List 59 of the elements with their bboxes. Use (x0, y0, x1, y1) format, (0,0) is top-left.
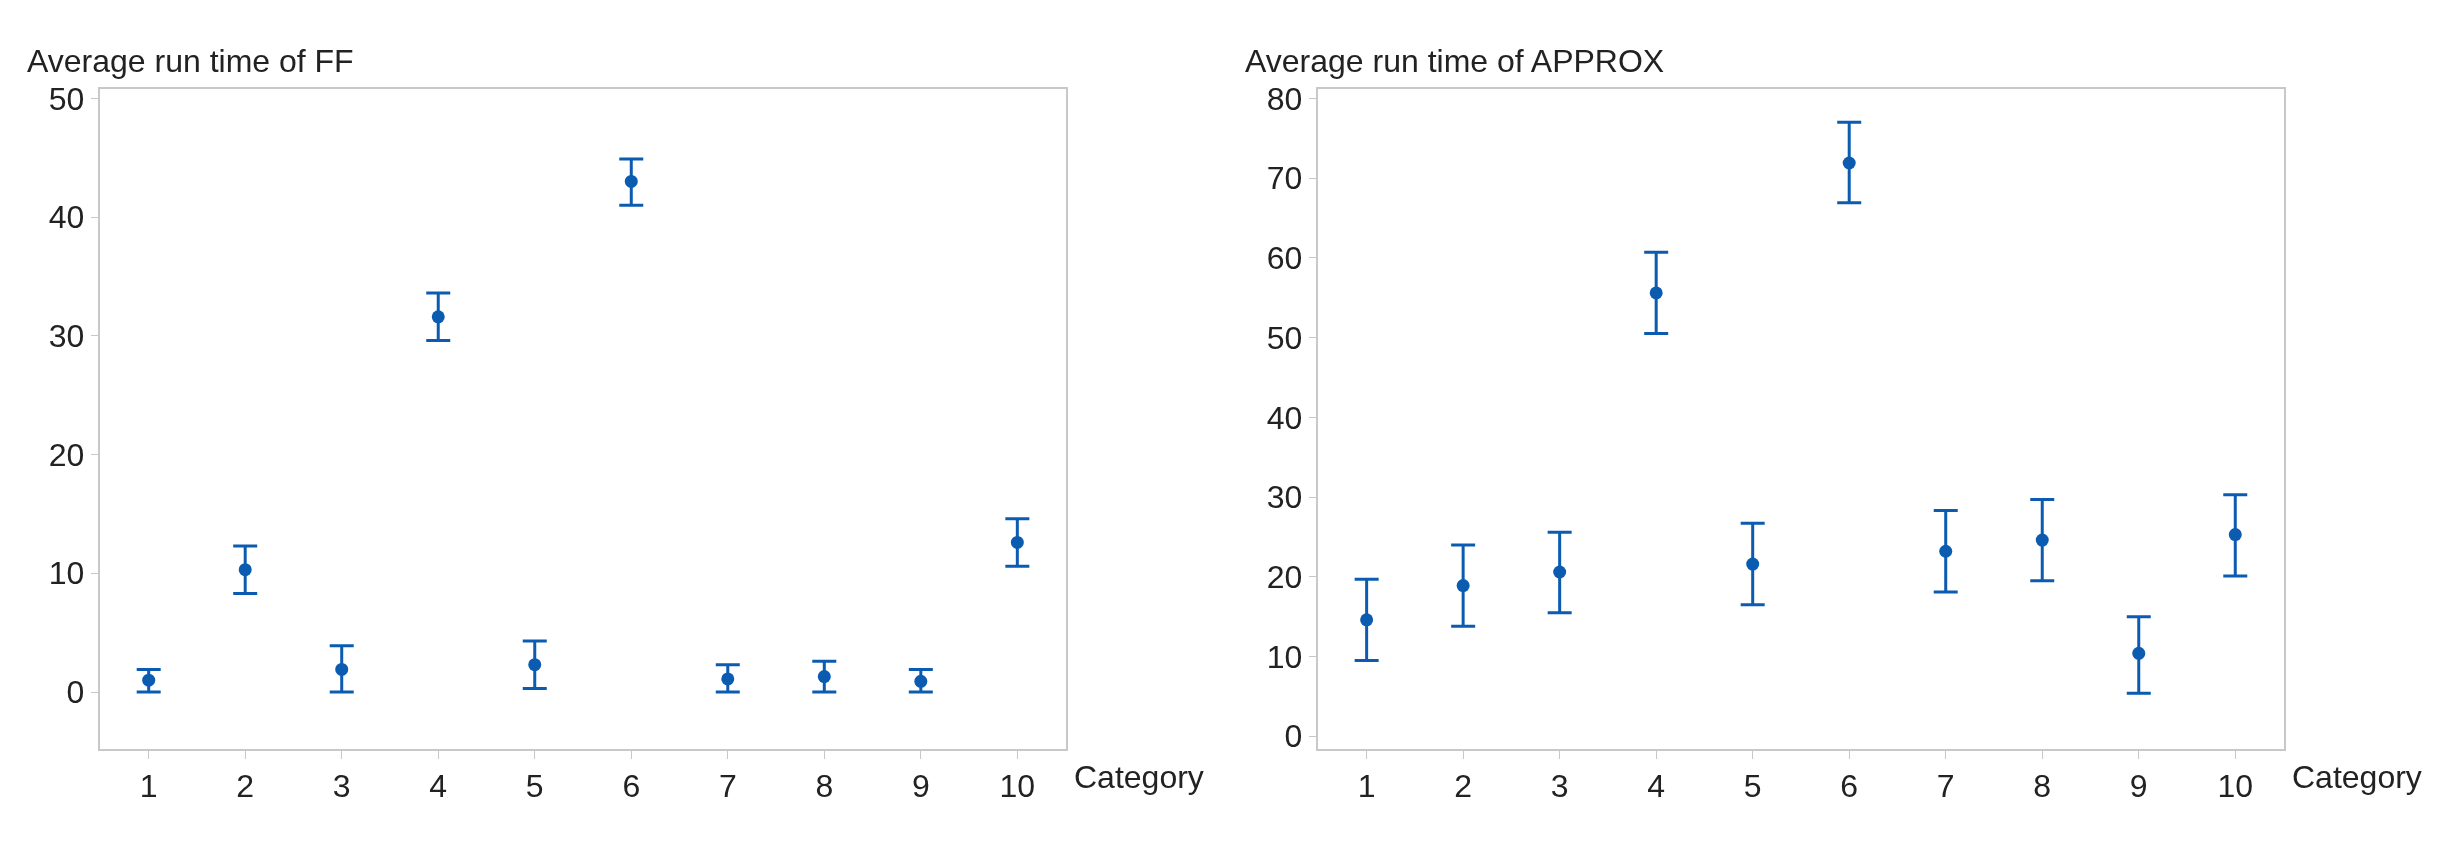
point (335, 662, 349, 676)
y-tick-label: 0 (1284, 718, 1303, 755)
point (817, 670, 831, 684)
x-tick-label: 6 (622, 768, 641, 805)
point (2035, 533, 2049, 547)
x-tick-label: 7 (718, 768, 737, 805)
x-tick-label: 8 (815, 768, 834, 805)
y-tick-label: 30 (48, 318, 85, 355)
point (1649, 286, 1663, 300)
x-tick-label: 9 (2129, 768, 2148, 805)
y-tick-label: 60 (1266, 240, 1303, 277)
point (1553, 565, 1567, 579)
y-tick-label: 50 (48, 80, 85, 117)
point (1939, 544, 1953, 558)
y-tick-label: 80 (1266, 80, 1303, 117)
x-tick-label: 5 (1743, 768, 1762, 805)
x-tick-label: 10 (999, 768, 1036, 805)
x-tick-label: 2 (1454, 768, 1473, 805)
x-tick-label: 2 (236, 768, 255, 805)
x-tick-label: 7 (1936, 768, 1955, 805)
point (1010, 535, 1024, 549)
x-axis-title: Category (2292, 759, 2422, 795)
x-tick-label: 4 (1647, 768, 1666, 805)
point (2228, 528, 2242, 542)
x-tick-label: 5 (525, 768, 544, 805)
y-tick-label: 40 (48, 199, 85, 236)
chart-title: Average run time of FF (27, 43, 354, 79)
point (431, 310, 445, 324)
y-tick-label: 30 (1266, 479, 1303, 516)
x-tick-label: 4 (429, 768, 448, 805)
x-tick-label: 8 (2033, 768, 2052, 805)
x-tick-label: 6 (1840, 768, 1859, 805)
y-tick-label: 40 (1266, 399, 1303, 436)
point (1746, 557, 1760, 571)
y-tick-label: 0 (66, 674, 85, 711)
point (624, 174, 638, 188)
x-tick-label: 3 (332, 768, 351, 805)
y-tick-label: 20 (48, 436, 85, 473)
y-tick-label: 20 (1266, 558, 1303, 595)
point (528, 658, 542, 672)
point (1842, 156, 1856, 170)
x-tick-label: 1 (1357, 768, 1376, 805)
point (142, 673, 156, 687)
point (2132, 646, 2146, 660)
x-tick-label: 9 (911, 768, 930, 805)
y-tick-label: 50 (1266, 319, 1303, 356)
y-tick-label: 70 (1266, 160, 1303, 197)
x-axis-title: Category (1074, 759, 1204, 795)
x-tick-label: 10 (2217, 768, 2254, 805)
x-tick-label: 3 (1550, 768, 1569, 805)
point (1360, 613, 1374, 627)
point (1456, 579, 1470, 593)
point (914, 674, 928, 688)
point (238, 563, 252, 577)
y-tick-label: 10 (48, 555, 85, 592)
point (721, 672, 735, 686)
chart-title: Average run time of APPROX (1245, 43, 1665, 79)
y-tick-label: 10 (1266, 638, 1303, 675)
x-tick-label: 1 (139, 768, 158, 805)
